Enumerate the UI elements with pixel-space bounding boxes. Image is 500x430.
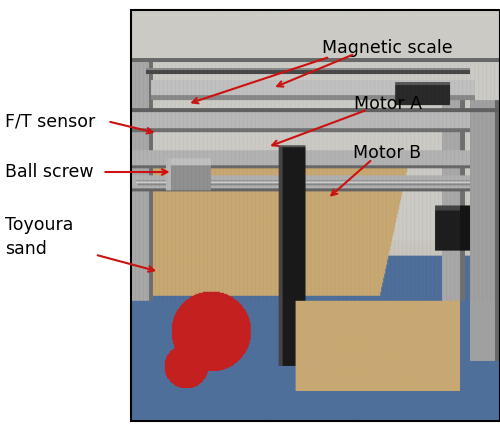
Text: sand: sand [5,240,47,258]
Bar [131,10,500,421]
Text: Toyoura: Toyoura [5,216,73,234]
Text: Motor A: Motor A [354,95,422,113]
Text: F/T sensor: F/T sensor [5,112,95,130]
Text: Ball screw: Ball screw [5,163,94,181]
Text: Magnetic scale: Magnetic scale [322,39,453,57]
Text: Motor B: Motor B [354,144,422,162]
